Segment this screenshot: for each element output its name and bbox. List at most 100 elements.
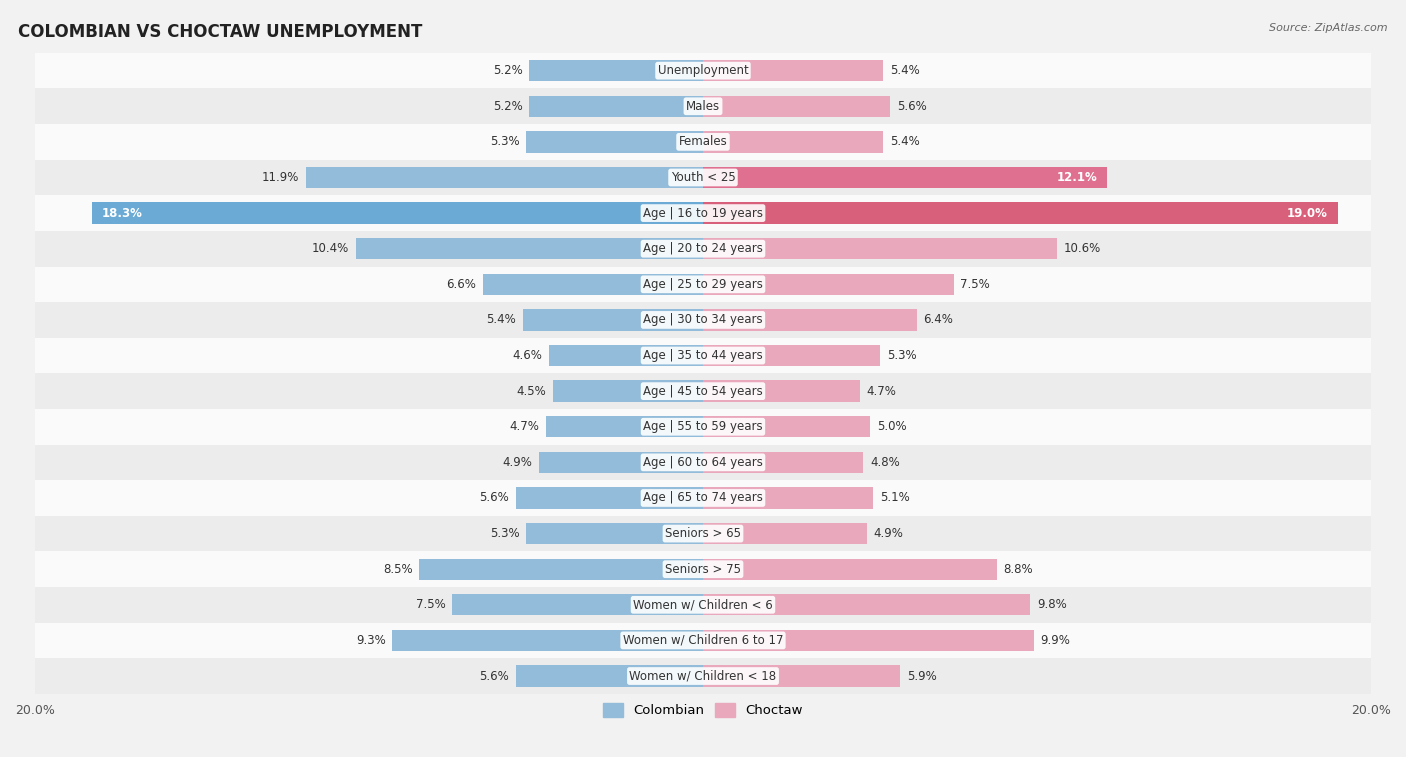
Bar	[35, 338, 1371, 373]
Bar	[35, 480, 1371, 516]
Text: Age | 60 to 64 years: Age | 60 to 64 years	[643, 456, 763, 469]
Text: Women w/ Children 6 to 17: Women w/ Children 6 to 17	[623, 634, 783, 647]
Bar	[35, 124, 1371, 160]
Text: Source: ZipAtlas.com: Source: ZipAtlas.com	[1270, 23, 1388, 33]
Text: Age | 20 to 24 years: Age | 20 to 24 years	[643, 242, 763, 255]
Text: 7.5%: 7.5%	[416, 598, 446, 612]
Text: Women w/ Children < 18: Women w/ Children < 18	[630, 669, 776, 683]
Text: 9.3%: 9.3%	[356, 634, 385, 647]
Bar	[516, 488, 703, 509]
Text: 5.0%: 5.0%	[877, 420, 907, 433]
Text: 18.3%: 18.3%	[101, 207, 142, 220]
Bar	[703, 381, 860, 402]
Bar	[35, 231, 1371, 266]
Bar	[703, 238, 1057, 260]
Text: 4.9%: 4.9%	[503, 456, 533, 469]
Bar	[35, 444, 1371, 480]
Text: Age | 25 to 29 years: Age | 25 to 29 years	[643, 278, 763, 291]
Bar	[35, 409, 1371, 444]
Bar	[305, 167, 703, 188]
Text: 4.7%: 4.7%	[509, 420, 540, 433]
Text: 5.3%: 5.3%	[887, 349, 917, 362]
Text: 9.8%: 9.8%	[1038, 598, 1067, 612]
Text: 8.5%: 8.5%	[382, 562, 412, 575]
Text: 6.6%: 6.6%	[446, 278, 475, 291]
Text: Females: Females	[679, 136, 727, 148]
Text: 9.9%: 9.9%	[1040, 634, 1070, 647]
Bar	[453, 594, 703, 615]
Bar	[35, 516, 1371, 551]
Bar	[35, 587, 1371, 622]
Bar	[540, 452, 703, 473]
Text: 4.6%: 4.6%	[513, 349, 543, 362]
Bar	[526, 131, 703, 153]
Bar	[703, 345, 880, 366]
Bar	[703, 559, 997, 580]
Text: 5.2%: 5.2%	[494, 100, 523, 113]
Bar	[703, 523, 866, 544]
Bar	[703, 665, 900, 687]
Bar	[516, 665, 703, 687]
Bar	[703, 310, 917, 331]
Bar	[703, 95, 890, 117]
Text: 4.5%: 4.5%	[516, 385, 546, 397]
Text: 5.6%: 5.6%	[479, 669, 509, 683]
Bar	[703, 488, 873, 509]
Text: 19.0%: 19.0%	[1286, 207, 1327, 220]
Bar	[35, 266, 1371, 302]
Bar	[703, 630, 1033, 651]
Text: 10.6%: 10.6%	[1064, 242, 1101, 255]
Text: 11.9%: 11.9%	[262, 171, 299, 184]
Bar	[523, 310, 703, 331]
Text: Males: Males	[686, 100, 720, 113]
Bar	[703, 167, 1107, 188]
Text: Age | 65 to 74 years: Age | 65 to 74 years	[643, 491, 763, 504]
Bar	[703, 273, 953, 295]
Text: 7.5%: 7.5%	[960, 278, 990, 291]
Text: 5.4%: 5.4%	[486, 313, 516, 326]
Text: Youth < 25: Youth < 25	[671, 171, 735, 184]
Bar	[419, 559, 703, 580]
Bar	[91, 202, 703, 224]
Text: 5.4%: 5.4%	[890, 64, 920, 77]
Bar	[526, 523, 703, 544]
Bar	[35, 373, 1371, 409]
Text: 4.8%: 4.8%	[870, 456, 900, 469]
Bar	[550, 345, 703, 366]
Bar	[35, 302, 1371, 338]
Bar	[546, 416, 703, 438]
Bar	[703, 131, 883, 153]
Bar	[703, 60, 883, 81]
Text: Age | 30 to 34 years: Age | 30 to 34 years	[643, 313, 763, 326]
Bar	[703, 452, 863, 473]
Bar	[482, 273, 703, 295]
Bar	[35, 551, 1371, 587]
Text: 5.9%: 5.9%	[907, 669, 936, 683]
Text: Unemployment: Unemployment	[658, 64, 748, 77]
Text: 4.9%: 4.9%	[873, 527, 903, 540]
Bar	[356, 238, 703, 260]
Text: 5.3%: 5.3%	[489, 527, 519, 540]
Bar	[703, 594, 1031, 615]
Text: 5.6%: 5.6%	[479, 491, 509, 504]
Legend: Colombian, Choctaw: Colombian, Choctaw	[598, 698, 808, 722]
Text: 5.2%: 5.2%	[494, 64, 523, 77]
Bar	[35, 53, 1371, 89]
Bar	[35, 195, 1371, 231]
Text: 10.4%: 10.4%	[312, 242, 349, 255]
Bar	[553, 381, 703, 402]
Bar	[392, 630, 703, 651]
Text: Women w/ Children < 6: Women w/ Children < 6	[633, 598, 773, 612]
Text: 12.1%: 12.1%	[1056, 171, 1097, 184]
Text: Age | 35 to 44 years: Age | 35 to 44 years	[643, 349, 763, 362]
Text: Age | 16 to 19 years: Age | 16 to 19 years	[643, 207, 763, 220]
Text: 5.6%: 5.6%	[897, 100, 927, 113]
Text: Age | 55 to 59 years: Age | 55 to 59 years	[643, 420, 763, 433]
Text: 5.3%: 5.3%	[489, 136, 519, 148]
Text: 5.4%: 5.4%	[890, 136, 920, 148]
Text: Seniors > 65: Seniors > 65	[665, 527, 741, 540]
Text: Seniors > 75: Seniors > 75	[665, 562, 741, 575]
Bar	[35, 160, 1371, 195]
Text: COLOMBIAN VS CHOCTAW UNEMPLOYMENT: COLOMBIAN VS CHOCTAW UNEMPLOYMENT	[18, 23, 423, 41]
Bar	[35, 89, 1371, 124]
